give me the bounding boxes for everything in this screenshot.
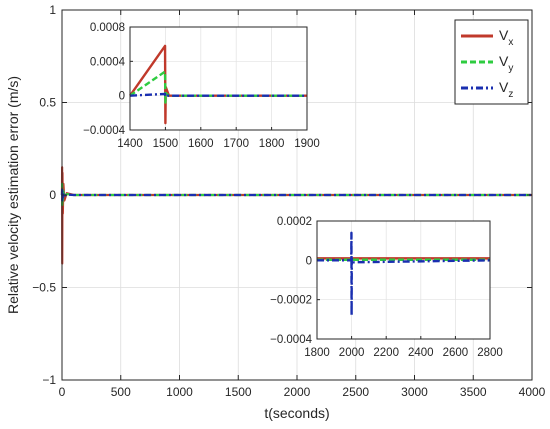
inset-y-tick-label: −0.0004 (83, 125, 125, 137)
inset-x-tick-label: 2400 (408, 347, 434, 359)
inset-chart-bottom: 1800 2000 2200 2400 2600 2800 −0.0004 −0.0002 0 0… (270, 216, 503, 359)
legend-label-vz: Vz (499, 79, 513, 100)
legend-label-vy: Vy (499, 53, 513, 74)
y-tick-label: −1 (42, 373, 56, 387)
inset-background (130, 27, 307, 130)
y-axis-label: Relative velocity estimation error (m/s) (5, 76, 21, 314)
legend-label-subscript: z (508, 89, 513, 100)
legend-label-main: V (499, 27, 509, 43)
inset-series-line-vz (129, 92, 307, 98)
x-tick-label: 2000 (284, 385, 311, 399)
inset-background (317, 221, 490, 339)
inset-y-tick-label: 0 (306, 255, 312, 267)
legend-label-subscript: x (508, 37, 513, 48)
inset-x-tick-label: 2600 (443, 347, 469, 359)
inset-x-tick-label: 1500 (153, 138, 179, 150)
x-tick-label: 1000 (166, 385, 193, 399)
x-tick-label: 3500 (460, 385, 487, 399)
inset-y-tick-label: −0.0002 (270, 295, 312, 307)
inset-x-tick-label: 1700 (223, 138, 249, 150)
legend-label-vx: Vx (499, 27, 513, 48)
inset-x-tick-label: 2000 (339, 347, 365, 359)
inset-frame (316, 220, 491, 340)
inset-y-tick-label: 0 (119, 91, 125, 103)
inset-x-tick-label: 2200 (373, 347, 399, 359)
inset-x-tick-label: 1600 (188, 138, 214, 150)
x-axis-label: t(seconds) (264, 405, 329, 421)
legend-label-main: V (499, 53, 509, 69)
main-y-tick-labels: −1 −0.5 0 0.5 1 (32, 3, 56, 387)
inset-series-line-vz (317, 231, 491, 317)
inset-y-tick-label: −0.0004 (270, 334, 312, 346)
x-tick-label: 1500 (225, 385, 252, 399)
x-tick-label: 500 (111, 385, 131, 399)
inset-chart-top: 1400 1500 1600 1700 1800 1900 −0.0004 0 0.0004 0.… (83, 22, 320, 150)
y-tick-label: 1 (49, 3, 56, 17)
inset-x-tick-label: 1400 (117, 138, 143, 150)
x-tick-label: 3000 (401, 385, 428, 399)
x-tick-label: 4000 (519, 385, 546, 399)
inset-y-tick-label: 0.0004 (90, 56, 126, 68)
inset-y-tick-label: 0.0002 (277, 216, 312, 228)
legend-label-subscript: y (508, 63, 513, 74)
inset-frame (129, 26, 308, 131)
y-tick-label: 0 (49, 188, 56, 202)
x-tick-label: 2500 (342, 385, 369, 399)
inset-y-tick-label: 0.0008 (90, 22, 125, 34)
inset-x-tick-label: 1800 (259, 138, 285, 150)
main-x-tick-labels: 0 500 1000 1500 2000 2500 3000 3500 4000 (59, 385, 546, 399)
y-tick-label: 0.5 (39, 96, 56, 110)
legend-label-main: V (499, 79, 509, 95)
inset-x-tick-label: 2800 (477, 347, 503, 359)
inset-x-tick-label: 1800 (304, 347, 330, 359)
x-tick-label: 0 (59, 385, 66, 399)
y-tick-label: −0.5 (32, 281, 56, 295)
main-tick-marks (61, 9, 533, 381)
inset-x-tick-label: 1900 (294, 138, 320, 150)
